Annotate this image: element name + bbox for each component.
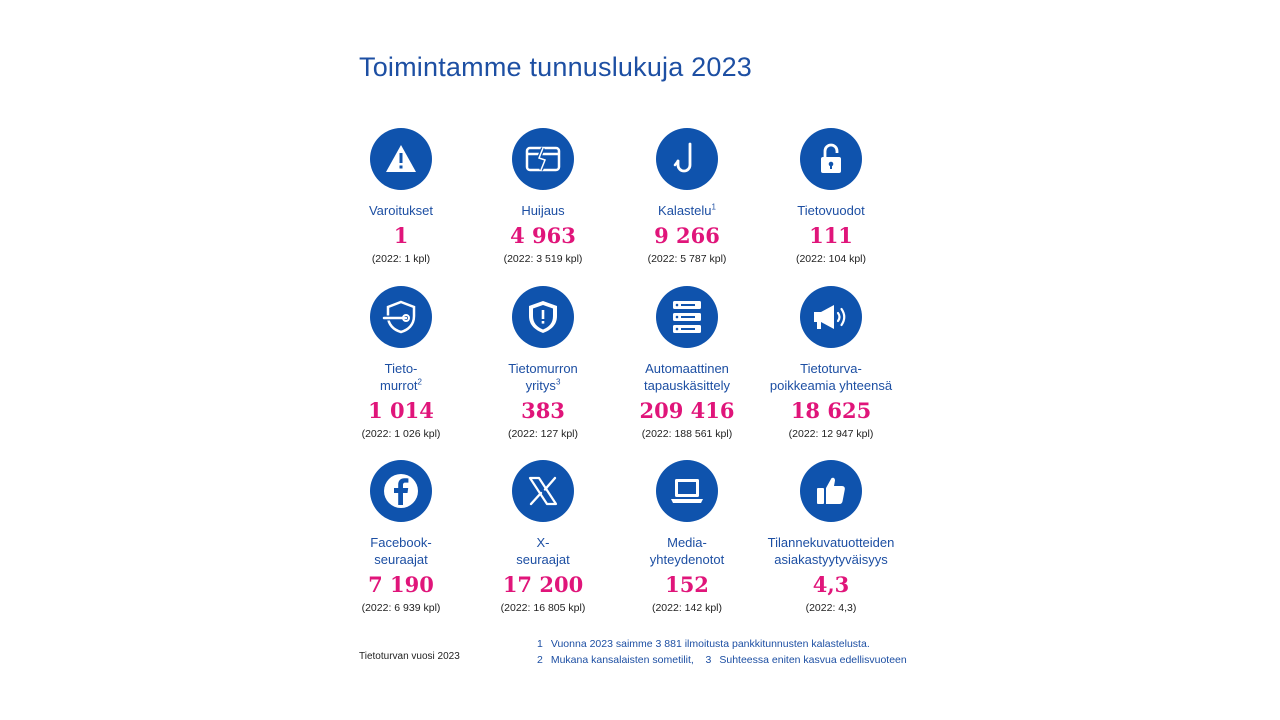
footnote-1: 1 Vuonna 2023 saimme 3 881 ilmoitusta pan… <box>537 636 907 652</box>
footnote-text: Vuonna 2023 saimme 3 881 ilmoitusta pank… <box>550 638 870 650</box>
stat-previous-year: (2022: 12 947 kpl) <box>788 428 874 440</box>
stat-previous-year: (2022: 5 787 kpl) <box>647 253 727 265</box>
stat-value: 9 266 <box>654 223 720 248</box>
stat-label: Tieto-murrot2 <box>316 360 486 394</box>
stat-value: 1 <box>393 223 409 248</box>
megaphone-icon <box>800 286 862 348</box>
stat-value: 4,3 <box>812 572 850 597</box>
stat-label: X-seuraajat <box>458 534 628 568</box>
stat-label: Tietoturva-poikkeamia yhteensä <box>746 360 916 394</box>
stat-previous-year: (2022: 4,3) <box>805 602 857 614</box>
stat-previous-year: (2022: 127 kpl) <box>507 428 579 440</box>
stat-value: 152 <box>665 572 709 597</box>
stat-tietomurrot: Tieto-murrot2 1 014 (2022: 1 026 kpl) <box>316 286 486 440</box>
stat-label-line1: Facebook- <box>370 535 432 550</box>
warning-icon <box>370 128 432 190</box>
stat-label-line2: murrot <box>379 378 418 393</box>
stat-previous-year: (2022: 1 kpl) <box>371 253 431 265</box>
server-rack-icon <box>656 286 718 348</box>
stat-label: Huijaus <box>521 203 565 218</box>
stat-previous-year: (2022: 16 805 kpl) <box>500 602 586 614</box>
stat-value: 18 625 <box>790 398 872 423</box>
stat-previous-year: (2022: 3 519 kpl) <box>503 253 583 265</box>
stat-value: 7 190 <box>368 572 434 597</box>
stat-label: Tilannekuvatuotteiden asiakastyytyväisyys <box>746 534 916 568</box>
stat-huijaus: Huijaus 4 963 (2022: 3 519 kpl) <box>458 128 628 265</box>
x-logo-icon <box>512 460 574 522</box>
stat-value: 1 014 <box>368 398 434 423</box>
stat-previous-year: (2022: 1 026 kpl) <box>361 428 441 440</box>
stat-varoitukset: Varoitukset 1 (2022: 1 kpl) <box>316 128 486 265</box>
stat-label-line1: X- <box>536 535 550 550</box>
stat-label-line1: Tietoturva- <box>800 361 862 376</box>
source-caption: Tietoturvan vuosi 2023 <box>359 651 460 662</box>
stat-asiakastyytyvaisyys: Tilannekuvatuotteiden asiakastyytyväisyys… <box>746 460 916 614</box>
stat-label-line2: yritys <box>525 378 556 393</box>
stat-facebook-seuraajat: Facebook-seuraajat 7 190 (2022: 6 939 kp… <box>316 460 486 614</box>
shield-pierced-icon <box>370 286 432 348</box>
stat-tietovuodot: Tietovuodot 111 (2022: 104 kpl) <box>746 128 916 265</box>
thumbs-up-icon <box>800 460 862 522</box>
fishing-hook-icon <box>656 128 718 190</box>
stat-label-line2: seuraajat <box>374 552 428 567</box>
footnote-number: 1 <box>537 638 543 650</box>
stat-label-line1: Media- <box>667 535 707 550</box>
stat-label-line1: Tieto- <box>384 361 418 376</box>
stat-value: 111 <box>809 223 853 248</box>
stat-mediayhteydenotot: Media-yhteydenotot 152 (2022: 142 kpl) <box>602 460 772 614</box>
stat-label-text: Kalastelu <box>658 203 712 218</box>
broken-card-icon <box>512 128 574 190</box>
stat-value: 4 963 <box>510 223 576 248</box>
unlocked-padlock-icon <box>800 128 862 190</box>
stat-tietoturvapoikkeamia: Tietoturva-poikkeamia yhteensä 18 625 (2… <box>746 286 916 440</box>
stat-label: Tietovuodot <box>797 203 865 218</box>
stat-label-line2: seuraajat <box>516 552 570 567</box>
footnote-text: Suhteessa eniten kasvua edellisvuoteen <box>719 654 907 666</box>
stat-value: 209 416 <box>639 398 735 423</box>
stat-automaattinen-tapauskasittely: Automaattinen tapauskäsittely 209 416 (20… <box>602 286 772 440</box>
footnotes: 1 Vuonna 2023 saimme 3 881 ilmoitusta pan… <box>537 636 907 668</box>
stat-label: Automaattinen tapauskäsittely <box>602 360 772 394</box>
stat-label-line1: Automaattinen <box>645 361 729 376</box>
stat-value: 383 <box>521 398 565 423</box>
stat-label-line2: tapauskäsittely <box>644 378 730 393</box>
stat-previous-year: (2022: 104 kpl) <box>795 253 867 265</box>
shield-warning-icon <box>512 286 574 348</box>
footnote-number: 3 <box>705 654 712 666</box>
footnote-marker: 3 <box>555 377 561 387</box>
footnote-marker: 2 <box>417 377 422 387</box>
stat-label: Kalastelu1 <box>602 202 772 219</box>
stat-label-line2: poikkeamia yhteensä <box>769 378 893 393</box>
stat-tietomurron-yritys: Tietomurron yritys3 383 (2022: 127 kpl) <box>458 286 628 440</box>
stat-previous-year: (2022: 188 561 kpl) <box>641 428 733 440</box>
stat-label-line2: asiakastyytyväisyys <box>774 552 888 567</box>
footnote-2-3: 2 Mukana kansalaisten sometilit, 3 Suhtees… <box>537 652 907 668</box>
stat-previous-year: (2022: 142 kpl) <box>651 602 723 614</box>
stat-x-seuraajat: X-seuraajat 17 200 (2022: 16 805 kpl) <box>458 460 628 614</box>
stat-previous-year: (2022: 6 939 kpl) <box>361 602 441 614</box>
stat-label: Varoitukset <box>368 203 434 218</box>
stat-value: 17 200 <box>502 572 584 597</box>
page-title: Toimintamme tunnuslukuja 2023 <box>359 52 753 82</box>
stat-label: Media-yhteydenotot <box>602 534 772 568</box>
facebook-icon <box>370 460 432 522</box>
stat-label-line1: Tietomurron <box>508 361 578 376</box>
footnote-number: 2 <box>537 654 543 666</box>
stat-label: Tietomurron yritys3 <box>458 360 628 394</box>
footnote-marker: 1 <box>711 202 716 212</box>
stat-kalastelu: Kalastelu1 9 266 (2022: 5 787 kpl) <box>602 128 772 265</box>
footnote-text: Mukana kansalaisten sometilit, <box>550 654 694 666</box>
stat-label-line2: yhteydenotot <box>649 552 725 567</box>
laptop-icon <box>656 460 718 522</box>
stat-label: Facebook-seuraajat <box>316 534 486 568</box>
stat-label-line1: Tilannekuvatuotteiden <box>767 535 895 550</box>
